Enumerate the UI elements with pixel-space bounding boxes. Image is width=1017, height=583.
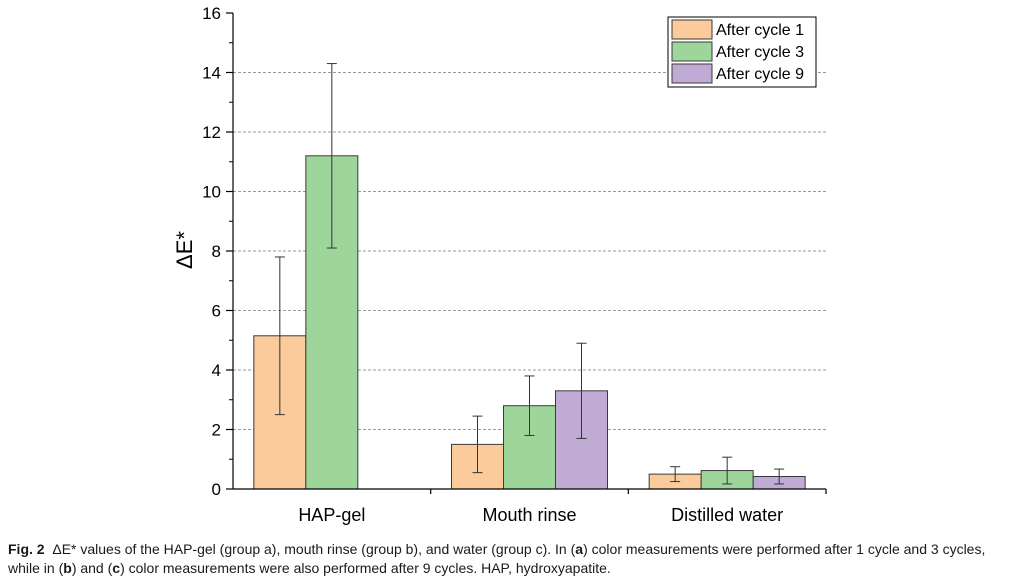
x-tick-label: Mouth rinse — [482, 505, 576, 525]
y-tick-label: 14 — [202, 64, 221, 83]
caption-text-3: ) and ( — [71, 560, 113, 576]
y-axis-title: ΔE* — [172, 231, 197, 269]
y-axis-ticks: 0 2 4 6 8 10 12 14 16 — [202, 4, 827, 499]
caption-panel-b: b — [63, 560, 72, 576]
legend-swatch — [671, 19, 713, 40]
caption-fig-label: Fig. 2 — [8, 541, 45, 557]
y-tick-label: 10 — [202, 183, 221, 202]
caption-text-2: ) color measurements were performed afte… — [8, 541, 986, 576]
caption-text-1: ΔE* values of the HAP-gel (group a), mou… — [52, 541, 576, 557]
figure-caption: Fig. 2 ΔE* values of the HAP-gel (group … — [8, 540, 1013, 578]
legend-swatch — [671, 41, 713, 62]
y-tick-label: 0 — [212, 480, 221, 499]
x-tick-label: Distilled water — [671, 505, 783, 525]
y-tick-label: 8 — [212, 242, 221, 261]
legend-swatch — [671, 63, 713, 84]
x-tick-label: HAP-gel — [298, 505, 365, 525]
legend-label: After cycle 3 — [716, 44, 804, 61]
y-tick-label: 12 — [202, 123, 221, 142]
caption-panel-c: c — [112, 560, 121, 576]
error-bars — [274, 63, 785, 485]
bars — [253, 155, 806, 490]
x-axis-category-labels: HAP-gel Mouth rinse Distilled water — [298, 505, 783, 525]
bar-chart: 0 2 4 6 8 10 12 14 16 HAP-gel Mouth rinse Distille… — [172, 4, 827, 525]
legend: After cycle 1 After cycle 3 After cycle 9 — [667, 16, 817, 88]
y-tick-label: 16 — [202, 4, 221, 23]
legend-label: After cycle 9 — [716, 66, 804, 83]
y-tick-label: 4 — [212, 361, 221, 380]
y-tick-label: 6 — [212, 302, 221, 321]
legend-label: After cycle 1 — [716, 22, 804, 39]
caption-panel-a: a — [575, 541, 584, 557]
caption-text-4: ) color measurements were also performed… — [120, 560, 611, 576]
y-tick-label: 2 — [212, 421, 221, 440]
